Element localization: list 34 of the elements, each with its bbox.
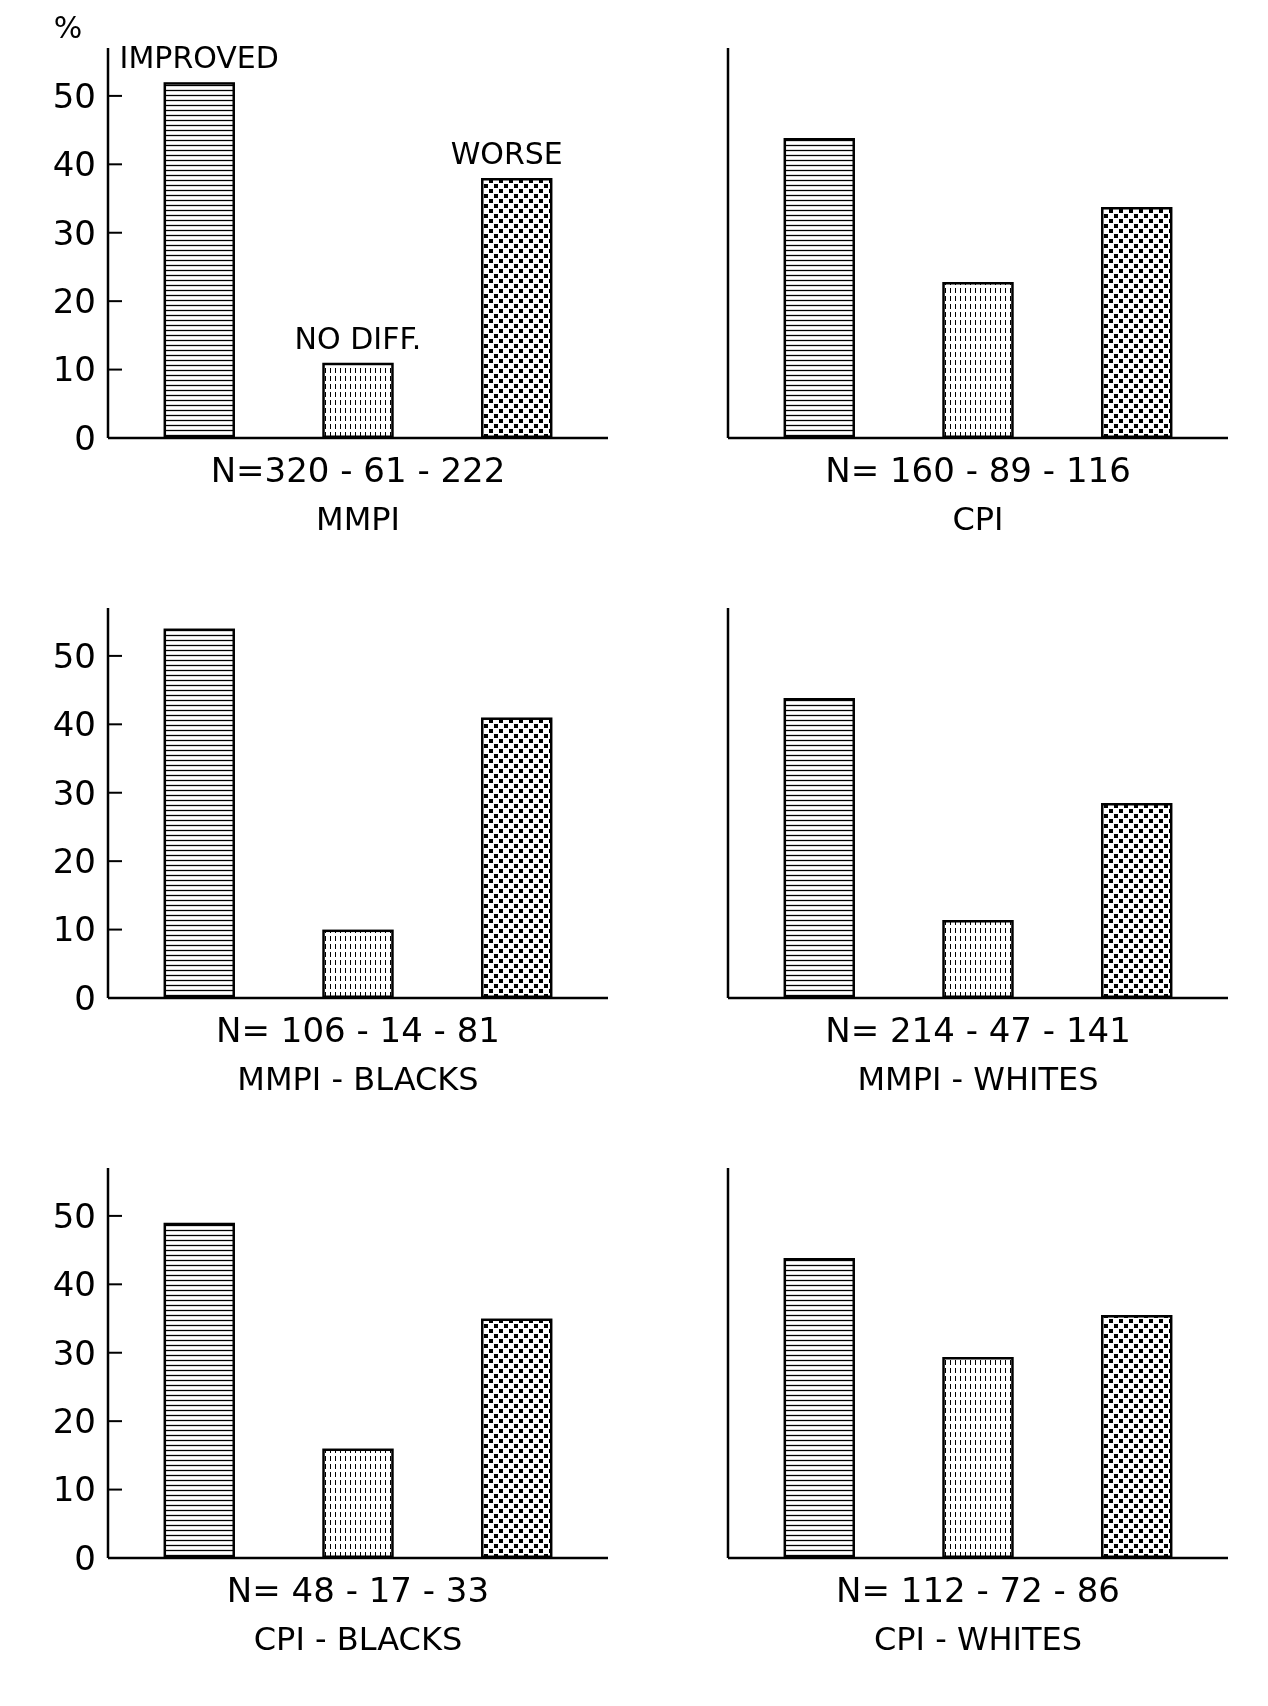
y-tick-label: 50 — [52, 1195, 96, 1236]
text: MMPI — [316, 500, 400, 538]
y-tick-label: 50 — [52, 75, 96, 116]
text: MMPI - WHITES — [857, 1060, 1099, 1098]
text: MMPI - BLACKS — [237, 1060, 479, 1098]
y-tick-label: 10 — [52, 1469, 96, 1510]
y-tick-label: 40 — [52, 1264, 96, 1305]
y-tick-label: 30 — [52, 1332, 96, 1373]
text: CPI — [952, 500, 1004, 538]
x-axis-title: N= 106 - 14 - 81 — [216, 1010, 500, 1050]
y-tick-label: 0 — [74, 977, 96, 1018]
x-axis-title: N= 214 - 47 - 141 — [825, 1010, 1131, 1050]
x-tick-label: IMPROVED — [119, 40, 279, 76]
x-tick-label: WORSE — [450, 136, 563, 171]
y-tick-label: 0 — [74, 417, 96, 458]
x-axis-title: N= 112 - 72 - 86 — [836, 1570, 1120, 1610]
y-tick-label: 20 — [52, 1401, 96, 1442]
y-tick-label: 30 — [52, 212, 96, 253]
y-tick-label: 20 — [52, 841, 96, 882]
text: CPI - BLACKS — [253, 1620, 463, 1658]
y-axis-title: % — [53, 10, 83, 45]
y-tick-label: 30 — [52, 772, 96, 813]
y-tick-label: 10 — [52, 909, 96, 950]
y-tick-label: 0 — [74, 1537, 96, 1578]
x-axis-title: N=320 - 61 - 222 — [210, 450, 506, 490]
y-tick-label: 40 — [52, 704, 96, 745]
y-tick-label: 20 — [52, 281, 96, 322]
x-tick-label: NO DIFF. — [294, 320, 422, 356]
x-axis-title: N= 160 - 89 - 116 — [825, 450, 1131, 490]
text: CPI - WHITES — [873, 1620, 1083, 1658]
y-tick-label: 50 — [52, 635, 96, 676]
y-tick-label: 10 — [52, 349, 96, 390]
x-axis-title: N= 48 - 17 - 33 — [226, 1570, 490, 1610]
y-tick-label: 40 — [52, 144, 96, 185]
